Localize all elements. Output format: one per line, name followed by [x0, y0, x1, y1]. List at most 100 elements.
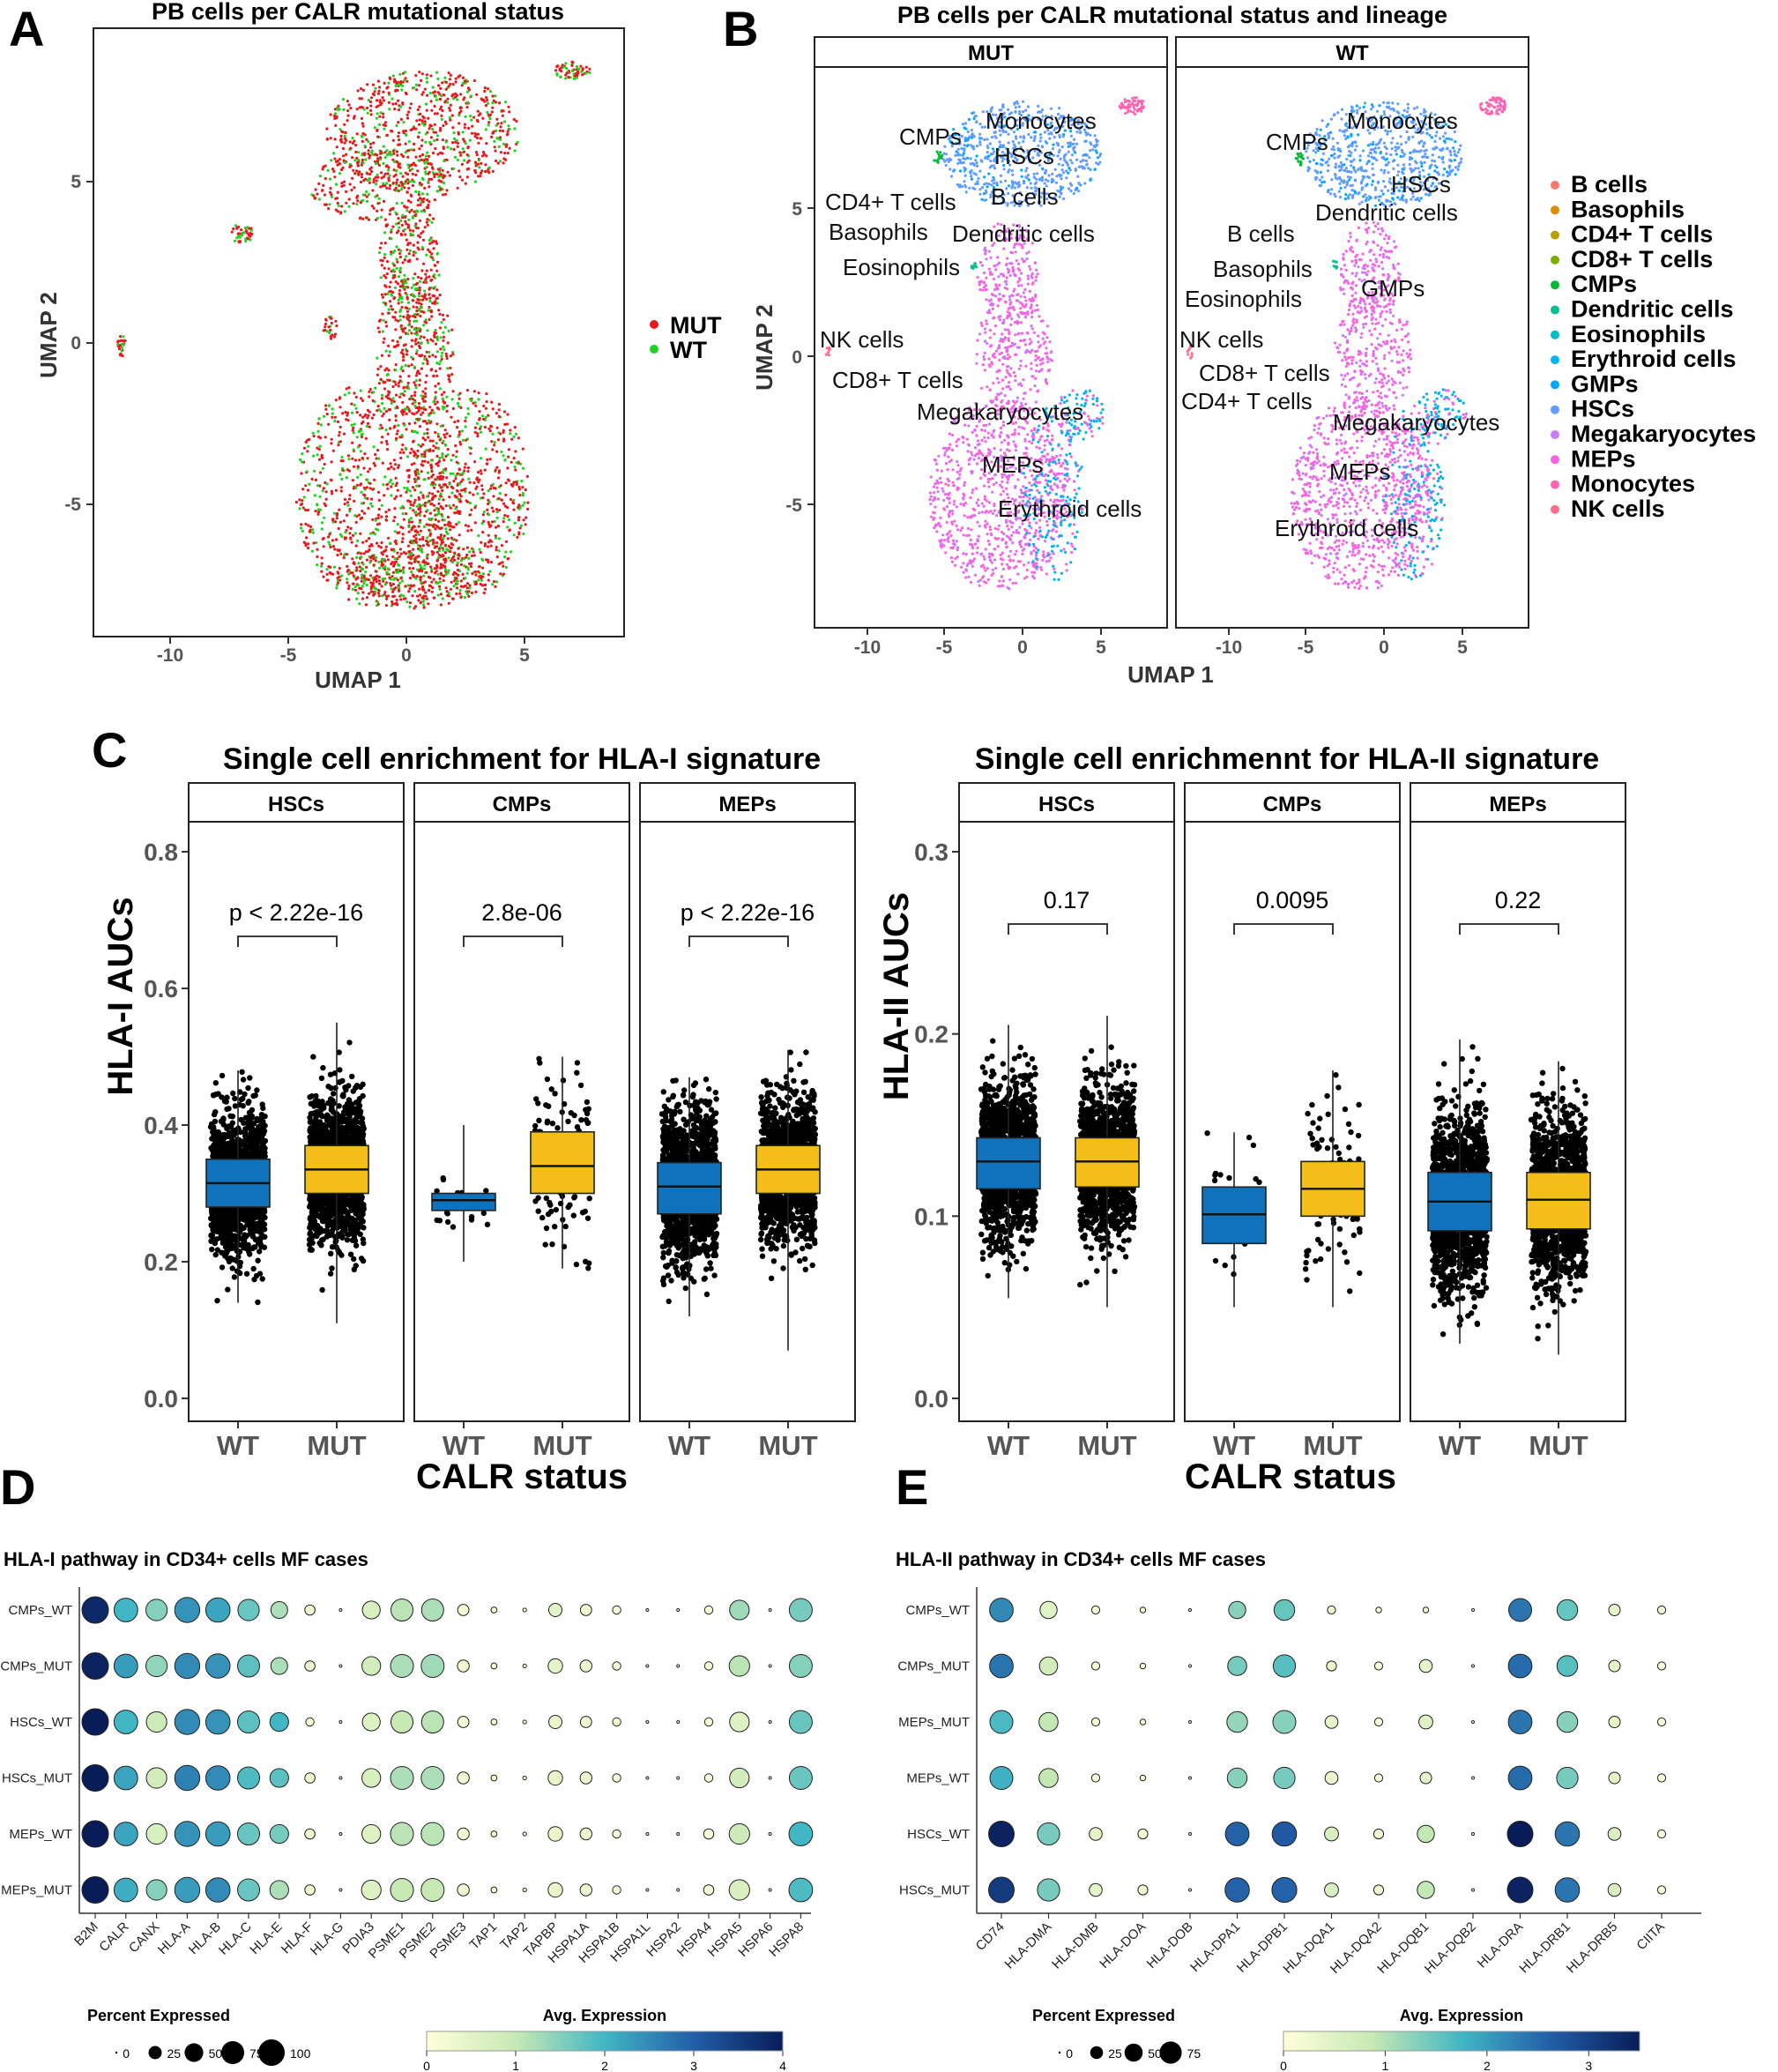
- umap-cell: [465, 153, 469, 157]
- umap-cell: [978, 287, 982, 292]
- umap-cell: [490, 110, 494, 114]
- umap-cell: [449, 528, 452, 532]
- umap-cell: [951, 512, 955, 516]
- umap-cell: [497, 414, 501, 419]
- umap-cell: [410, 585, 413, 588]
- umap-cell: [423, 459, 427, 463]
- umap-cell: [331, 518, 335, 521]
- umap-cell: [361, 158, 364, 162]
- legend-label-mut: MUT: [670, 312, 722, 339]
- umap-cell: [502, 161, 505, 165]
- umap-cell: [438, 98, 443, 101]
- umap-cell: [391, 268, 395, 272]
- panel-a-ytick: -5: [64, 495, 81, 515]
- umap-cell: [1030, 324, 1033, 328]
- umap-cell: [1065, 169, 1068, 173]
- umap-cell: [420, 470, 423, 473]
- umap-cell: [412, 430, 415, 434]
- umap-cell: [387, 179, 391, 183]
- umap-cell: [1068, 167, 1071, 170]
- umap-cell: [377, 163, 381, 167]
- umap-cell: [418, 570, 421, 573]
- umap-cell: [437, 185, 441, 189]
- umap-cell: [368, 395, 371, 399]
- umap-cell: [410, 570, 413, 574]
- umap-cell: [349, 107, 353, 110]
- umap-cell: [440, 506, 443, 510]
- umap-cell: [458, 589, 462, 593]
- umap-cell: [963, 174, 967, 177]
- umap-cell: [338, 158, 341, 161]
- umap-cell: [986, 385, 989, 389]
- umap-cell: [479, 112, 482, 116]
- umap-cell: [343, 123, 346, 126]
- umap-cell: [380, 101, 383, 105]
- umap-cell: [316, 555, 319, 559]
- umap-cell: [434, 478, 437, 481]
- umap-cell: [386, 393, 390, 397]
- umap-cell: [383, 494, 386, 497]
- umap-cell: [426, 339, 429, 342]
- umap-cell: [1075, 142, 1079, 145]
- umap-cell: [446, 314, 450, 317]
- umap-cell: [978, 132, 982, 136]
- umap-cell: [1005, 262, 1008, 266]
- umap-cell: [558, 67, 562, 71]
- umap-cell: [379, 152, 383, 155]
- umap-cell: [487, 502, 490, 506]
- umap-cell: [1005, 350, 1008, 354]
- umap-cell: [418, 484, 421, 488]
- umap-cell: [444, 586, 448, 590]
- umap-cell: [366, 478, 369, 481]
- umap-cell: [348, 497, 352, 501]
- umap-cell: [1008, 381, 1011, 384]
- umap-cell: [402, 566, 405, 570]
- umap-cell: [1031, 281, 1035, 285]
- umap-cell: [1008, 332, 1011, 336]
- umap-cell: [416, 449, 420, 452]
- umap-cell: [466, 470, 470, 473]
- umap-cell: [394, 173, 398, 176]
- umap-cell: [513, 426, 517, 429]
- umap-cell: [393, 273, 397, 278]
- umap-cell: [442, 548, 445, 552]
- umap-cell: [342, 432, 346, 436]
- umap-cell: [483, 587, 487, 591]
- umap-cell: [1015, 101, 1019, 105]
- umap-cell: [502, 502, 506, 505]
- umap-cell: [379, 215, 383, 219]
- umap-cell: [480, 484, 484, 488]
- umap-cell: [441, 351, 444, 354]
- umap-cell: [335, 517, 338, 520]
- umap-cell: [991, 568, 994, 572]
- umap-cell: [968, 186, 971, 190]
- umap-cell: [1008, 274, 1012, 278]
- umap-cell: [433, 175, 436, 179]
- umap-cell: [1075, 158, 1079, 161]
- umap-cell: [387, 354, 391, 357]
- panel-a-yticks: -5 0 5: [64, 172, 93, 515]
- umap-cell: [454, 77, 458, 80]
- umap-cell: [495, 548, 498, 552]
- umap-cell: [323, 193, 327, 197]
- umap-cell: [459, 595, 463, 600]
- umap-cell: [356, 475, 360, 480]
- umap-cell: [1076, 190, 1081, 193]
- umap-cell: [458, 511, 461, 515]
- umap-cell: [413, 472, 418, 475]
- umap-cell: [458, 397, 461, 400]
- umap-cell: [439, 495, 443, 498]
- umap-cell: [449, 103, 452, 107]
- umap-cell: [425, 449, 428, 452]
- umap-cell: [346, 525, 350, 529]
- umap-cell: [1014, 375, 1017, 378]
- umap-cell: [395, 181, 398, 184]
- umap-cell: [394, 363, 398, 367]
- umap-cell: [481, 98, 486, 101]
- umap-cell: [1021, 522, 1024, 525]
- umap-cell: [571, 69, 575, 72]
- umap-cell: [507, 105, 510, 108]
- umap-cell: [1034, 358, 1038, 362]
- umap-cell: [349, 146, 353, 150]
- umap-cell: [465, 106, 469, 109]
